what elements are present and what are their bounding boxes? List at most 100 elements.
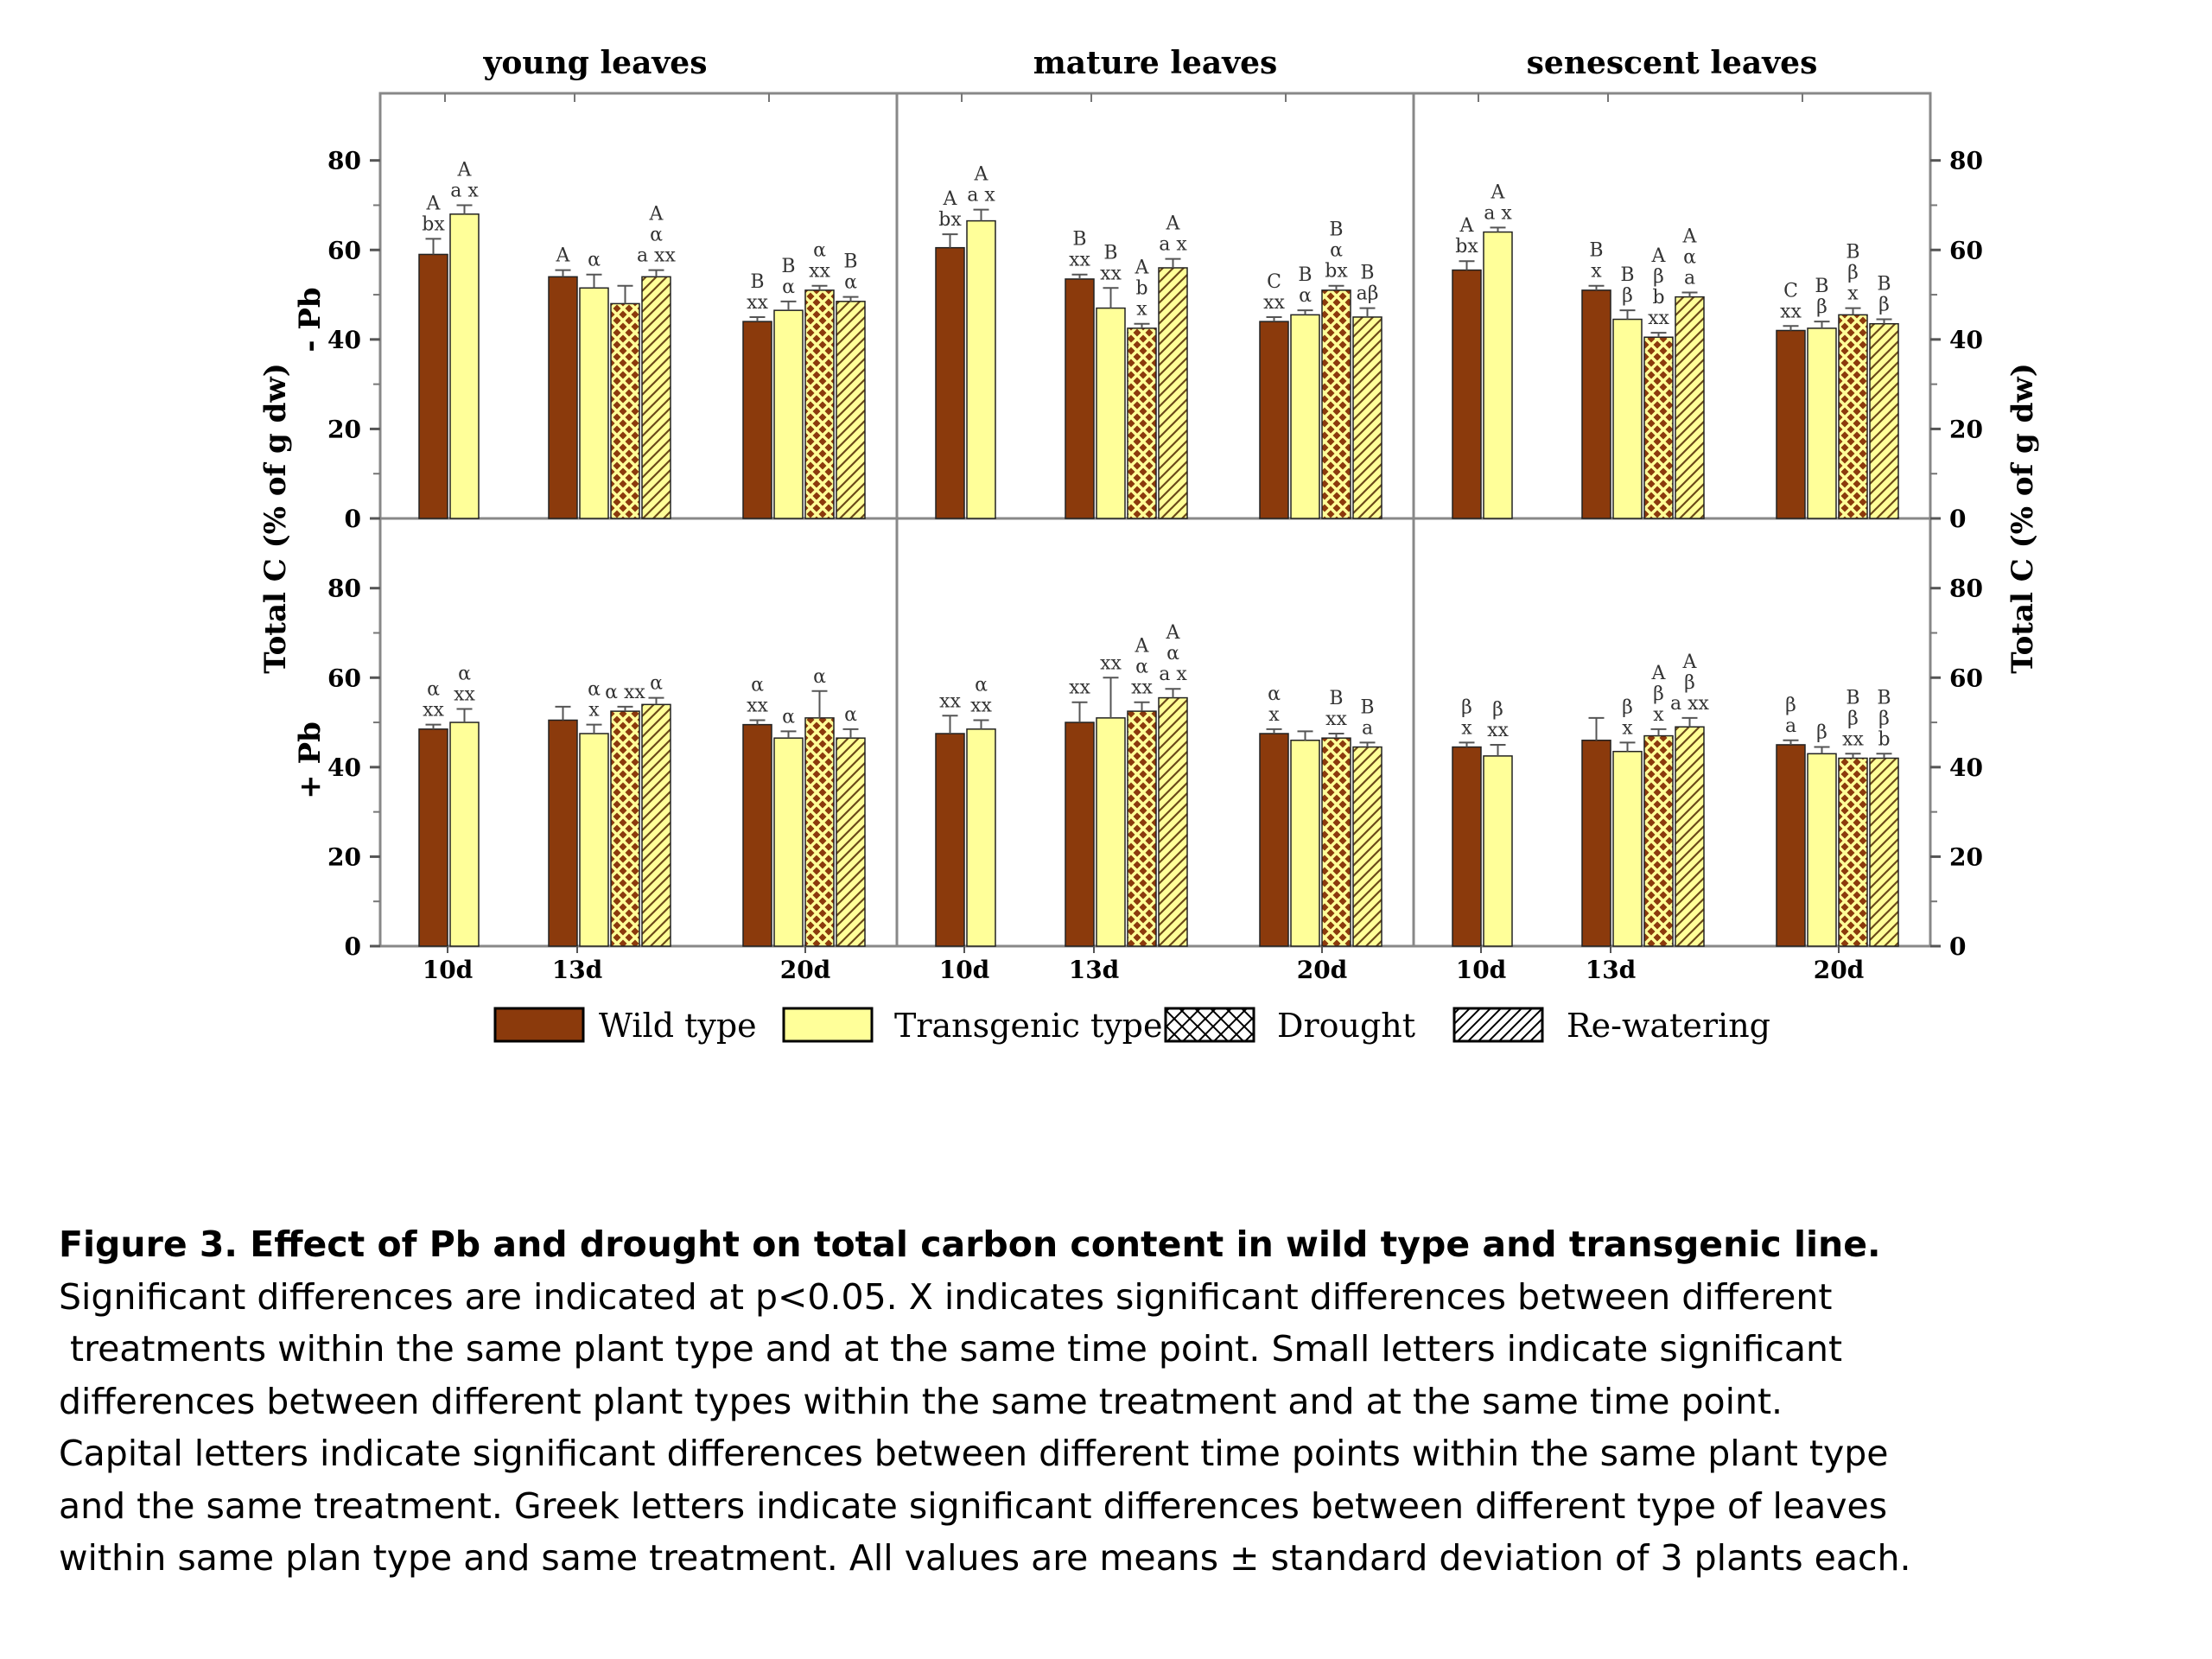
- bar: [1776, 329, 1806, 519]
- caption-line: within same plan type and same treatment…: [59, 1537, 1911, 1579]
- significance-label: A: [1491, 181, 1506, 203]
- significance-label: xx: [747, 292, 768, 314]
- significance-label: β: [1785, 695, 1796, 716]
- bar: [1838, 314, 1868, 519]
- significance-label: α: [1299, 285, 1312, 307]
- significance-label: xx: [1780, 301, 1802, 322]
- bar: [1483, 231, 1513, 519]
- significance-label: A: [1651, 663, 1667, 684]
- bar: [935, 733, 965, 947]
- y-tick-label: 40: [1949, 753, 1983, 782]
- significance-label: B: [750, 271, 764, 293]
- significance-label: α: [1166, 643, 1179, 664]
- significance-label: α xx: [605, 682, 645, 703]
- significance-label: B: [1360, 263, 1374, 284]
- significance-label: β: [1622, 696, 1633, 718]
- significance-label: α: [975, 674, 988, 696]
- significance-label: α: [1330, 240, 1343, 262]
- bar: [1158, 696, 1188, 947]
- significance-label: B: [1620, 264, 1634, 286]
- significance-label: B: [1298, 264, 1312, 286]
- significance-label: α: [844, 272, 857, 294]
- bar: [773, 737, 804, 947]
- significance-label: A: [943, 188, 958, 210]
- significance-label: xx: [1100, 263, 1122, 284]
- bar: [1321, 289, 1351, 519]
- significance-label: A: [1166, 213, 1181, 235]
- bar: [1838, 757, 1868, 947]
- significance-label: a x: [1159, 664, 1187, 685]
- significance-label: A: [1135, 636, 1150, 658]
- significance-label: B: [1589, 240, 1603, 262]
- bar: [935, 246, 965, 519]
- significance-label: B: [1329, 219, 1343, 241]
- bar: [1612, 318, 1643, 519]
- x-tick-label: 13d: [1586, 956, 1637, 984]
- y-tick-label: 60: [327, 664, 361, 692]
- y-tick-label: 0: [345, 932, 361, 961]
- y-tick-label: 60: [1949, 664, 1983, 692]
- significance-label: B: [1329, 688, 1343, 709]
- column-title: mature leaves: [1033, 45, 1278, 81]
- bar: [1158, 267, 1188, 519]
- bar: [548, 719, 578, 947]
- caption-line: differences between different plant type…: [59, 1380, 1783, 1422]
- significance-label: B: [1877, 687, 1891, 709]
- significance-label: α: [1683, 246, 1696, 268]
- column-title: young leaves: [483, 45, 708, 81]
- bar: [610, 710, 640, 947]
- significance-label: aβ: [1357, 283, 1379, 305]
- bar: [449, 213, 480, 519]
- y-tick-label: 80: [1949, 575, 1983, 603]
- y-tick-label: 20: [327, 842, 361, 871]
- bar: [418, 253, 448, 519]
- row-label: + Pb: [293, 721, 327, 799]
- significance-label: bx: [1455, 236, 1478, 257]
- significance-label: xx: [1069, 250, 1090, 271]
- bar: [836, 737, 866, 947]
- x-tick-label: 10d: [423, 956, 474, 984]
- bar: [1290, 740, 1320, 947]
- significance-label: a x: [450, 180, 479, 201]
- significance-label: bx: [938, 209, 962, 231]
- bar: [1643, 336, 1674, 519]
- significance-label: x: [1622, 717, 1633, 739]
- bar: [548, 276, 578, 519]
- bar: [742, 723, 772, 947]
- significance-label: xx: [1100, 652, 1122, 674]
- bar-chart-figure: 0 0 20 20 40 40 60 60 80 80 0 0 20 20 40 40 60 60 80 80 youn…: [258, 45, 2040, 1045]
- bar: [1259, 733, 1289, 947]
- significance-label: b: [1878, 728, 1890, 750]
- bar: [418, 728, 448, 947]
- bar: [1452, 746, 1482, 947]
- significance-label: B: [1846, 242, 1859, 264]
- y-tick-label: 0: [345, 505, 361, 533]
- x-tick-label: 20d: [1814, 956, 1865, 984]
- significance-label: β: [1653, 683, 1664, 705]
- bar: [1869, 757, 1899, 947]
- figure-caption: Figure 3. Effect of Pb and drought on to…: [59, 1218, 2150, 1585]
- y-tick-label: 20: [1949, 415, 1983, 443]
- significance-label: B: [843, 251, 857, 273]
- bar: [1869, 322, 1899, 519]
- significance-label: b: [1652, 287, 1664, 308]
- significance-label: a xx: [637, 245, 677, 267]
- bar: [1643, 734, 1674, 947]
- significance-label: A: [457, 159, 473, 181]
- significance-label: x: [1847, 283, 1859, 305]
- significance-label: α: [588, 250, 601, 271]
- bar: [966, 219, 996, 519]
- significance-label: xx: [939, 690, 961, 712]
- significance-label: x: [1136, 299, 1147, 321]
- y-tick-label: 20: [1949, 842, 1983, 871]
- bar: [1807, 753, 1837, 947]
- significance-label: α: [1135, 657, 1148, 678]
- legend-label: Transgenic type: [894, 1007, 1163, 1045]
- significance-label: β: [1847, 263, 1859, 284]
- significance-label: a x: [1484, 202, 1512, 224]
- significance-label: xx: [1648, 308, 1669, 329]
- x-tick-label: 20d: [780, 956, 831, 984]
- significance-label: α: [650, 225, 663, 246]
- bar: [1127, 710, 1157, 947]
- significance-label: xx: [970, 695, 992, 716]
